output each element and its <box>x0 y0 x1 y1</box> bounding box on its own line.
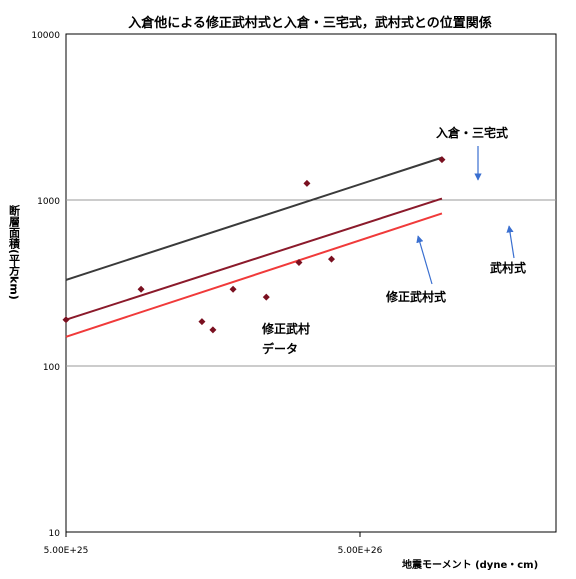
line-modified-takemura <box>65 197 443 321</box>
data-point <box>303 179 311 187</box>
points-label-line-2: データ <box>262 341 298 356</box>
chart-title: 入倉他による修正武村式と入倉・三宅式，武村式との位置関係 <box>128 15 491 31</box>
data-point <box>262 293 270 301</box>
y-tick-label: 10000 <box>31 31 60 41</box>
series-label-irikura-miyake: 入倉・三宅式 <box>436 125 508 140</box>
x-tick-label: 5.00E+26 <box>338 546 383 556</box>
points-label-line-1: 修正武村 <box>261 321 310 336</box>
data-point <box>328 255 336 263</box>
y-tick-label: 100 <box>43 363 60 373</box>
x-tick-labels: 5.00E+25 5.00E+26 <box>44 532 383 556</box>
line-irikura-miyake <box>65 156 443 281</box>
data-point <box>62 316 70 324</box>
x-tick-label: 5.00E+25 <box>44 546 89 556</box>
y-axis-label: 断層面積(平方km) <box>8 204 22 300</box>
series-label-takemura: 武村式 <box>490 260 526 275</box>
arrow-takemura <box>506 225 515 259</box>
data-point <box>438 156 446 164</box>
series-lines <box>65 156 443 338</box>
x-axis-label: 地震モーメント (dyne・cm) <box>402 558 538 571</box>
data-point <box>295 259 303 267</box>
series-label-modified-takemura: 修正武村式 <box>385 289 446 304</box>
y-tick-label: 10 <box>49 529 61 539</box>
plot-area <box>65 33 557 533</box>
data-point <box>137 285 145 293</box>
line-takemura <box>65 212 443 338</box>
data-points <box>62 156 446 334</box>
y-tick-label: 1000 <box>37 197 60 207</box>
y-tick-labels: 10 100 1000 10000 <box>31 31 60 539</box>
gridlines <box>66 199 556 367</box>
data-point <box>209 326 217 334</box>
data-point <box>229 285 237 293</box>
data-point <box>198 318 206 326</box>
arrow-modified-takemura <box>416 235 433 285</box>
